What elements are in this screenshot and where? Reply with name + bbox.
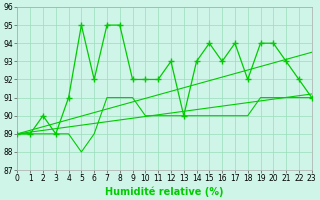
X-axis label: Humidité relative (%): Humidité relative (%) [105, 186, 224, 197]
